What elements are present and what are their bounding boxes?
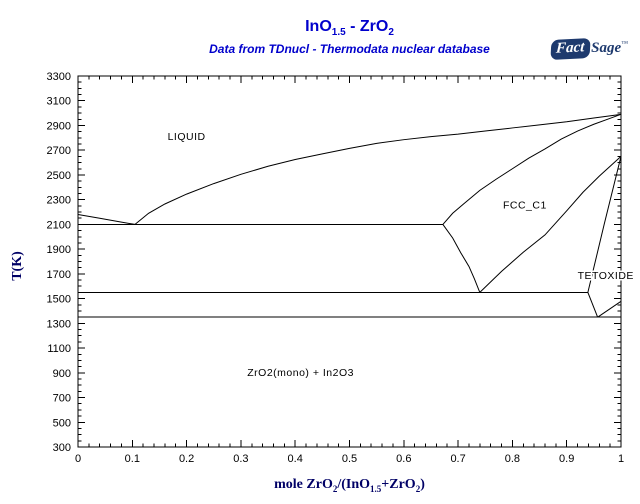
region-labels: LIQUID FCC_C1 TETOXIDE ZrO2(mono) + In2O3 [166, 129, 635, 380]
y-tick-label: 1300 [47, 318, 71, 330]
x-axis-title: mole ZrO2/(InO1.5+ZrO2) [274, 477, 425, 494]
trademark-symbol: ™ [621, 39, 628, 48]
x-tick-label: 0.2 [179, 453, 194, 465]
chart-subtitle: Data from TDnucl - Thermodata nuclear da… [209, 42, 490, 57]
x-tick-label: 1 [618, 453, 624, 465]
y-tick-label: 2300 [47, 195, 71, 207]
y-tick-label: 1500 [47, 294, 71, 306]
y-tick-label: 2500 [47, 170, 71, 182]
factsage-logo-sage: Sage [591, 40, 622, 56]
y-tick-label: 1900 [47, 244, 71, 256]
y-tick-label: 2700 [47, 145, 71, 157]
y-tick-label: 700 [53, 393, 71, 405]
region-label-tetoxide: TETOXIDE [578, 270, 634, 282]
x-tick-labels: 0 0.1 0.2 0.3 0.4 0.5 0.6 0.7 0.8 0.9 1 [75, 453, 624, 465]
y-tick-labels: 300 500 700 900 1100 1300 1500 1700 1900 2100 2300… [47, 71, 71, 454]
chart-header: InO1.5 - ZrO2 Data from TDnucl - Thermod… [78, 0, 621, 56]
y-tick-label: 3300 [47, 71, 71, 83]
phase-boundary-liquidus-left [77, 214, 136, 225]
x-tick-label: 0.9 [559, 453, 574, 465]
region-label-fcc-c1: FCC_C1 [503, 200, 547, 212]
phase-boundary-tet-mono-boundary [597, 300, 622, 318]
x-tick-label: 0.5 [342, 453, 357, 465]
phase-boundary-liquidus [134, 113, 622, 225]
y-tick-label: 500 [53, 417, 71, 429]
region-label-zro2-mono-in2o3: ZrO2(mono) + In2O3 [247, 367, 354, 379]
phase-boundary-solidus-fcc [442, 113, 622, 225]
phase-boundary-fcc-left-boundary [442, 224, 481, 293]
region-label-liquid: LIQUID [168, 131, 206, 143]
x-tick-label: 0.8 [505, 453, 520, 465]
plot-frame-and-ticks [77, 75, 622, 448]
y-tick-label: 2100 [47, 219, 71, 231]
chart-title: InO1.5 - ZrO2 [305, 18, 394, 39]
phase-boundary-tetoxide-left-boundary [587, 156, 622, 293]
x-tick-label: 0.3 [233, 453, 248, 465]
y-tick-label: 900 [53, 368, 71, 380]
phase-boundary-tetoxide-bottom-left [587, 292, 599, 318]
phase-boundaries [77, 113, 622, 318]
factsage-logo: Fact Sage™ [550, 37, 628, 61]
y-tick-label: 3100 [47, 96, 71, 108]
x-tick-label: 0.6 [396, 453, 411, 465]
x-tick-label: 0.4 [288, 453, 303, 465]
x-tick-label: 0 [75, 453, 81, 465]
phase-boundary-fcc-lower-boundary [479, 156, 622, 293]
y-tick-label: 2900 [47, 120, 71, 132]
y-tick-label: 300 [53, 442, 71, 454]
x-tick-label: 0.1 [125, 453, 140, 465]
y-tick-label: 1100 [47, 343, 71, 355]
x-tick-label: 0.7 [450, 453, 465, 465]
y-tick-label: 1700 [47, 269, 71, 281]
